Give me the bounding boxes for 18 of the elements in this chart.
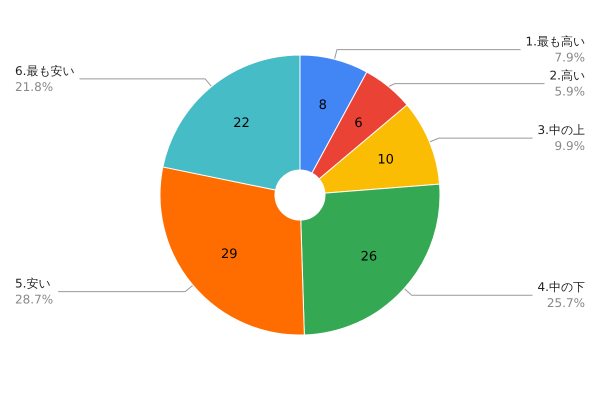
text: 5.9% [554,84,585,99]
text: 25.7% [546,296,585,310]
slice-label: 1.最も高い [526,34,585,49]
data-label: 22 [233,116,250,131]
data-label: 29 [220,247,238,262]
data-label: 8 [318,98,327,113]
text: 28.7% [15,292,54,307]
slice-label: 3.中の上 [538,123,585,138]
data-label: 10 [377,152,394,168]
data-label: 26 [360,249,378,264]
text: 21.8% [15,80,54,94]
slice-label: 6.最も安い [15,64,74,78]
data-label: 6 [354,116,363,131]
text: 7.9% [554,50,585,65]
text: 9.9% [554,139,585,154]
slice-label: 4.中の下 [538,280,585,294]
slice-label: 5.安い [15,276,50,291]
slice-label: 2.高い [550,68,585,83]
